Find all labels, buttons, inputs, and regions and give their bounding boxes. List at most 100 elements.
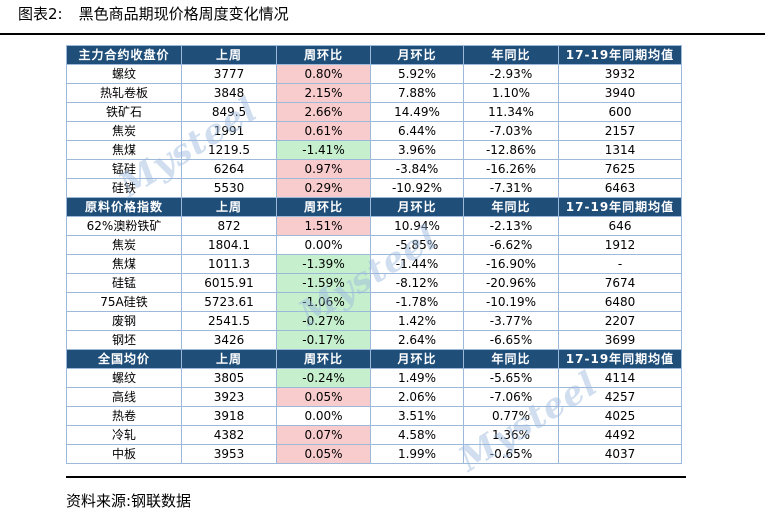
header-cell-week-on-week: 周环比	[276, 45, 371, 65]
cell-year-on-year: -7.03%	[463, 121, 559, 141]
cell-week-on-week: 0.00%	[276, 235, 371, 255]
cell-last-week: 3953	[181, 444, 277, 464]
cell-week-on-week: -1.41%	[276, 140, 371, 160]
cell-year-on-year: 11.34%	[463, 102, 559, 122]
table-row: 焦炭 1804.1 0.00% -5.85% -6.62% 1912	[66, 235, 682, 255]
cell-item-name: 硅铁	[66, 178, 182, 198]
cell-three-year-average: 1912	[558, 235, 682, 255]
cell-month-on-month: -3.84%	[370, 159, 464, 179]
table-row: 热卷 3918 0.00% 3.51% 0.77% 4025	[66, 406, 682, 426]
header-cell-month-on-month: 月环比	[370, 349, 464, 369]
price-change-table: 主力合约收盘价 上周 周环比 月环比 年同比 17-19年同期均值 螺纹 3777 0.80% 5…	[66, 45, 682, 464]
cell-three-year-average: 4257	[558, 387, 682, 407]
cell-item-name: 硅锰	[66, 273, 182, 293]
cell-year-on-year: -2.13%	[463, 216, 559, 236]
cell-year-on-year: -6.65%	[463, 330, 559, 350]
table-row: 焦炭 1991 0.61% 6.44% -7.03% 2157	[66, 121, 682, 141]
table-row: 焦煤 1219.5 -1.41% 3.96% -12.86% 1314	[66, 140, 682, 160]
cell-three-year-average: 3699	[558, 330, 682, 350]
cell-last-week: 5723.61	[181, 292, 277, 312]
cell-week-on-week: 0.00%	[276, 406, 371, 426]
cell-month-on-month: 2.64%	[370, 330, 464, 350]
cell-month-on-month: 1.42%	[370, 311, 464, 331]
cell-year-on-year: -2.93%	[463, 64, 559, 84]
table-row: 高线 3923 0.05% 2.06% -7.06% 4257	[66, 387, 682, 407]
table-row: 硅锰 6015.91 -1.59% -8.12% -20.96% 7674	[66, 273, 682, 293]
header-cell-item-name: 全国均价	[66, 349, 182, 369]
cell-week-on-week: -0.17%	[276, 330, 371, 350]
header-cell-three-year-average: 17-19年同期均值	[558, 197, 682, 217]
cell-month-on-month: -5.85%	[370, 235, 464, 255]
cell-last-week: 3848	[181, 83, 277, 103]
cell-week-on-week: -0.27%	[276, 311, 371, 331]
cell-month-on-month: 1.49%	[370, 368, 464, 388]
cell-year-on-year: 1.10%	[463, 83, 559, 103]
cell-week-on-week: 1.51%	[276, 216, 371, 236]
cell-week-on-week: -1.59%	[276, 273, 371, 293]
cell-item-name: 热卷	[66, 406, 182, 426]
header-cell-item-name: 主力合约收盘价	[66, 45, 182, 65]
header-cell-last-week: 上周	[181, 45, 277, 65]
header-cell-last-week: 上周	[181, 349, 277, 369]
cell-month-on-month: 6.44%	[370, 121, 464, 141]
cell-week-on-week: 0.05%	[276, 444, 371, 464]
table-row: 螺纹 3777 0.80% 5.92% -2.93% 3932	[66, 64, 682, 84]
cell-item-name: 热轧卷板	[66, 83, 182, 103]
cell-three-year-average: 7625	[558, 159, 682, 179]
cell-week-on-week: 0.97%	[276, 159, 371, 179]
cell-three-year-average: 2207	[558, 311, 682, 331]
cell-item-name: 中板	[66, 444, 182, 464]
figure-title: 图表2: 黑色商品期现价格周度变化情况	[18, 2, 289, 26]
cell-last-week: 5530	[181, 178, 277, 198]
cell-week-on-week: 2.15%	[276, 83, 371, 103]
cell-last-week: 1219.5	[181, 140, 277, 160]
cell-month-on-month: 3.96%	[370, 140, 464, 160]
cell-last-week: 4382	[181, 425, 277, 445]
cell-three-year-average: 6463	[558, 178, 682, 198]
cell-year-on-year: -5.65%	[463, 368, 559, 388]
cell-last-week: 3918	[181, 406, 277, 426]
cell-week-on-week: 0.80%	[276, 64, 371, 84]
header-cell-year-on-year: 年同比	[463, 45, 559, 65]
cell-year-on-year: -16.90%	[463, 254, 559, 274]
table-row: 锰硅 6264 0.97% -3.84% -16.26% 7625	[66, 159, 682, 179]
cell-three-year-average: 4037	[558, 444, 682, 464]
cell-item-name: 废钢	[66, 311, 182, 331]
cell-item-name: 螺纹	[66, 368, 182, 388]
table-row: 62%澳粉铁矿 872 1.51% 10.94% -2.13% 646	[66, 216, 682, 236]
cell-month-on-month: 14.49%	[370, 102, 464, 122]
header-cell-year-on-year: 年同比	[463, 197, 559, 217]
figure-title-text: 黑色商品期现价格周度变化情况	[78, 5, 289, 23]
cell-last-week: 2541.5	[181, 311, 277, 331]
cell-three-year-average: 600	[558, 102, 682, 122]
cell-last-week: 1991	[181, 121, 277, 141]
header-cell-year-on-year: 年同比	[463, 349, 559, 369]
header-cell-last-week: 上周	[181, 197, 277, 217]
cell-item-name: 焦煤	[66, 254, 182, 274]
cell-month-on-month: 4.58%	[370, 425, 464, 445]
cell-item-name: 焦煤	[66, 140, 182, 160]
cell-last-week: 3426	[181, 330, 277, 350]
header-cell-month-on-month: 月环比	[370, 45, 464, 65]
section-header-row: 全国均价 上周 周环比 月环比 年同比 17-19年同期均值	[66, 349, 682, 369]
table-row: 废钢 2541.5 -0.27% 1.42% -3.77% 2207	[66, 311, 682, 331]
cell-three-year-average: 1314	[558, 140, 682, 160]
cell-three-year-average: -	[558, 254, 682, 274]
header-cell-month-on-month: 月环比	[370, 197, 464, 217]
cell-three-year-average: 4025	[558, 406, 682, 426]
cell-three-year-average: 6480	[558, 292, 682, 312]
cell-month-on-month: 3.51%	[370, 406, 464, 426]
data-source-note: 资料来源:钢联数据	[66, 492, 192, 510]
cell-year-on-year: -10.19%	[463, 292, 559, 312]
cell-month-on-month: 1.99%	[370, 444, 464, 464]
cell-three-year-average: 2157	[558, 121, 682, 141]
cell-three-year-average: 4492	[558, 425, 682, 445]
figure-label: 图表2:	[18, 5, 63, 23]
cell-last-week: 3805	[181, 368, 277, 388]
cell-item-name: 冷轧	[66, 425, 182, 445]
cell-week-on-week: 0.61%	[276, 121, 371, 141]
top-rule	[0, 33, 765, 35]
cell-item-name: 螺纹	[66, 64, 182, 84]
cell-three-year-average: 3932	[558, 64, 682, 84]
bottom-rule	[66, 476, 686, 478]
